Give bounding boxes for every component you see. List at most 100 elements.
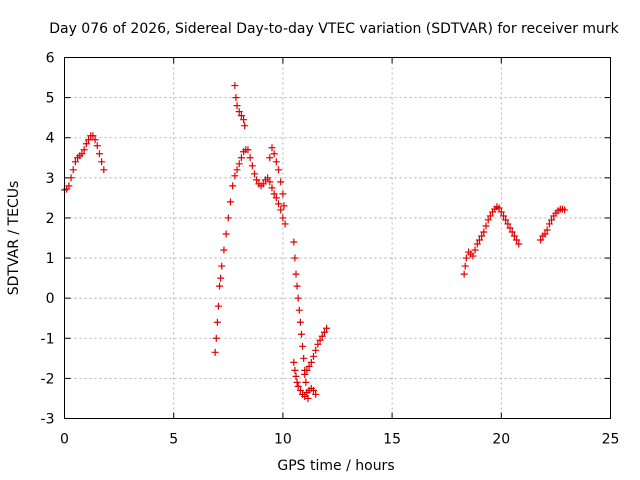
y-axis-label: SDTVAR / TECUs (6, 181, 22, 296)
data-point (222, 230, 230, 238)
data-point (251, 170, 259, 178)
data-point (85, 136, 93, 144)
data-point (220, 246, 228, 254)
x-tick-label: 10 (274, 432, 292, 448)
data-point (253, 176, 261, 184)
data-point (246, 154, 254, 162)
data-point (95, 150, 103, 158)
data-point (299, 342, 307, 350)
data-point (235, 108, 243, 116)
data-point (515, 240, 523, 248)
data-point (502, 216, 510, 224)
data-point (268, 144, 276, 152)
data-point (231, 82, 239, 90)
data-point (497, 208, 505, 216)
data-point (312, 390, 320, 398)
y-tick-label: 3 (46, 171, 55, 187)
data-point (277, 206, 285, 214)
data-point (309, 352, 317, 360)
data-point (272, 194, 280, 202)
data-point (264, 174, 272, 182)
data-point (295, 306, 303, 314)
data-point (561, 206, 569, 214)
data-point (237, 154, 245, 162)
data-point (233, 166, 241, 174)
data-point (93, 142, 101, 150)
data-point (229, 182, 237, 190)
data-point (307, 358, 315, 366)
data-point (460, 270, 468, 278)
series-arc-5 (537, 205, 569, 244)
data-point (292, 270, 300, 278)
data-point (71, 158, 79, 166)
data-point (543, 226, 551, 234)
data-point (314, 340, 322, 348)
data-point (303, 366, 311, 374)
data-point (301, 370, 309, 378)
x-tick-label: 5 (169, 432, 178, 448)
y-tick-label: 1 (46, 251, 55, 267)
series-arc-3 (290, 238, 312, 402)
x-tick-label: 20 (492, 432, 510, 448)
data-point (279, 214, 287, 222)
data-point (320, 328, 328, 336)
data-point (248, 162, 256, 170)
data-point (499, 212, 507, 220)
data-point (294, 382, 302, 390)
series-arc-2-upper (231, 82, 249, 130)
data-point (270, 190, 278, 198)
data-point (473, 240, 481, 248)
data-point (226, 198, 234, 206)
data-point (214, 302, 222, 310)
data-point (293, 282, 301, 290)
y-tick-label: -1 (41, 331, 55, 347)
data-point (513, 236, 521, 244)
y-tick-label: -2 (41, 371, 55, 387)
data-point (475, 236, 483, 244)
data-point (65, 182, 73, 190)
series-arc-2-spike (266, 144, 288, 210)
data-point (78, 150, 86, 158)
data-point (218, 262, 226, 270)
data-point (297, 330, 305, 338)
grid-lines (64, 57, 611, 419)
data-point (548, 216, 556, 224)
series-arc-2 (211, 146, 289, 356)
data-points (61, 82, 569, 402)
data-point (506, 224, 514, 232)
data-point (82, 140, 90, 148)
data-point (318, 332, 326, 340)
data-point (277, 178, 285, 186)
y-tick-label: 2 (46, 211, 55, 227)
data-point (280, 202, 288, 210)
data-point (305, 362, 313, 370)
data-point (89, 132, 97, 140)
data-point (537, 236, 545, 244)
data-point (290, 238, 298, 246)
plot-frame (64, 57, 611, 419)
data-point (296, 386, 304, 394)
y-tick-label: 0 (46, 291, 55, 307)
y-tick-label: 5 (46, 91, 55, 107)
data-point (240, 116, 248, 124)
data-point (275, 200, 283, 208)
series-arc-3-rise (301, 324, 331, 378)
data-point (98, 158, 106, 166)
data-point (266, 178, 274, 186)
data-point (291, 366, 299, 374)
data-point (212, 334, 220, 342)
data-point (281, 220, 289, 228)
series-arc-1 (61, 132, 108, 194)
x-tick-labels: 0 5 10 15 20 25 (60, 432, 619, 448)
data-point (480, 228, 488, 236)
data-point (484, 216, 492, 224)
y-tick-label: -3 (41, 412, 55, 428)
data-point (301, 392, 309, 400)
data-point (504, 220, 512, 228)
data-point (279, 190, 287, 198)
data-point (231, 172, 239, 180)
data-point (478, 232, 486, 240)
data-point (545, 220, 553, 228)
data-point (217, 274, 225, 282)
